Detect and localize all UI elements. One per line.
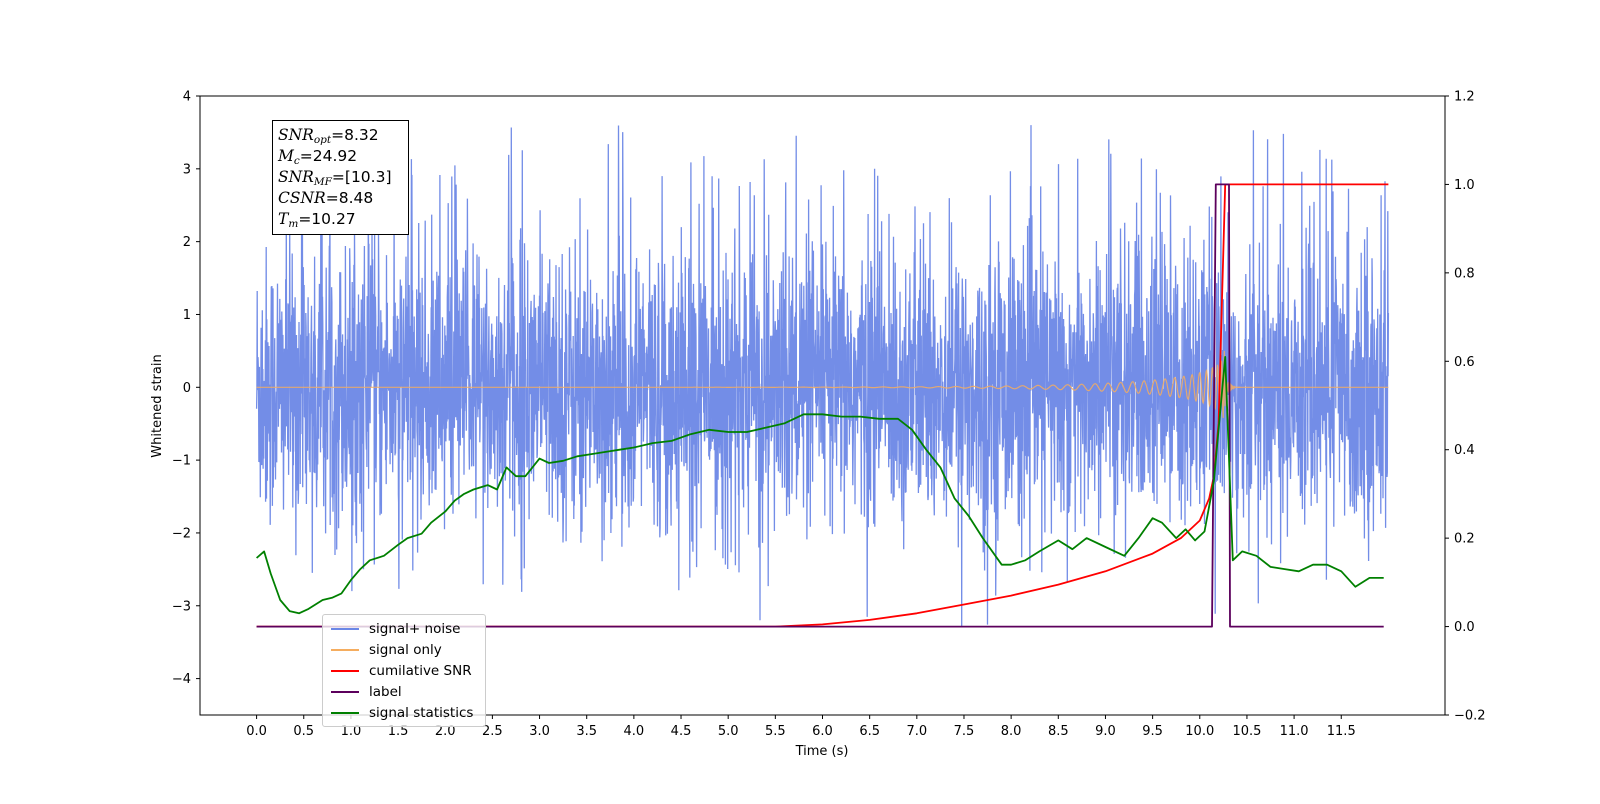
x-tick-label: 11.0 bbox=[1280, 724, 1309, 739]
legend-item-signal-noise: signal+ noise bbox=[327, 618, 481, 639]
x-tick-label: 3.5 bbox=[576, 724, 597, 739]
legend-swatch-label bbox=[331, 690, 359, 693]
x-tick-label: 10.5 bbox=[1232, 724, 1261, 739]
x-tick-label: 10.0 bbox=[1185, 724, 1214, 739]
y-axis-label: Whitened strain bbox=[150, 354, 165, 457]
x-tick-label: 7.0 bbox=[906, 724, 927, 739]
legend-swatch-signal-noise bbox=[331, 627, 359, 630]
x-tick-label: 9.0 bbox=[1095, 724, 1116, 739]
x-tick-label: 7.5 bbox=[954, 724, 975, 739]
legend-item-label: label bbox=[327, 681, 481, 702]
x-tick-label: 1.0 bbox=[341, 724, 362, 739]
legend-swatch-cumulative-snr bbox=[331, 669, 359, 672]
y2-tick-label: −0.2 bbox=[1454, 709, 1486, 724]
y-axis-right: −0.2 0.0 0.2 0.4 0.6 0.8 1.0 1.2 bbox=[1445, 90, 1486, 724]
series-signal-noise-line bbox=[255, 125, 1390, 627]
y-tick-label: 3 bbox=[183, 162, 191, 177]
legend-swatch-signal-only bbox=[331, 648, 359, 651]
series-signal-only-line bbox=[256, 350, 1389, 419]
series-label-line bbox=[256, 183, 1384, 628]
x-axis: 0.0 0.5 1.0 1.5 2.0 2.5 3.0 3.5 4.0 4.5 5.0 5.5 6.0 6… bbox=[246, 715, 1356, 739]
legend-label-label: label bbox=[369, 683, 402, 700]
x-tick-label: 5.5 bbox=[765, 724, 786, 739]
legend-label-signal-noise: signal+ noise bbox=[369, 620, 461, 637]
x-tick-label: 2.0 bbox=[435, 724, 456, 739]
x-tick-label: 9.5 bbox=[1142, 724, 1163, 739]
x-tick-label: 5.0 bbox=[718, 724, 739, 739]
y-tick-label: −2 bbox=[172, 526, 191, 541]
legend-label-signal-statistics: signal statistics bbox=[369, 704, 474, 721]
x-tick-label: 0.5 bbox=[293, 724, 314, 739]
y2-tick-label: 0.6 bbox=[1454, 355, 1475, 370]
legend-label-signal-only: signal only bbox=[369, 641, 442, 658]
x-tick-label: 6.0 bbox=[812, 724, 833, 739]
legend-item-signal-only: signal only bbox=[327, 639, 481, 660]
legend-item-cumulative-snr: cumilative SNR bbox=[327, 660, 481, 681]
series-layer bbox=[255, 125, 1390, 628]
y-tick-label: 1 bbox=[183, 308, 191, 323]
x-tick-label: 11.5 bbox=[1327, 724, 1356, 739]
legend-item-signal-statistics: signal statistics bbox=[327, 702, 481, 723]
x-tick-label: 4.0 bbox=[624, 724, 645, 739]
legend-label-cumulative-snr: cumilative SNR bbox=[369, 662, 472, 679]
annotation-csnr: CSNR=8.48 bbox=[278, 189, 374, 207]
legend-swatch-signal-statistics bbox=[331, 711, 359, 714]
y-tick-label: 0 bbox=[183, 381, 191, 396]
x-tick-label: 6.5 bbox=[859, 724, 880, 739]
x-tick-label: 2.5 bbox=[482, 724, 503, 739]
x-tick-label: 1.5 bbox=[388, 724, 409, 739]
y2-tick-label: 0.2 bbox=[1454, 532, 1475, 547]
x-tick-label: 8.5 bbox=[1048, 724, 1069, 739]
y2-tick-label: 0.8 bbox=[1454, 266, 1475, 281]
stats-annotation-box: SNRopt=8.32 Mc=24.92 SNRMF=[10.3] CSNR=8… bbox=[272, 120, 409, 235]
y-tick-label: −3 bbox=[172, 599, 191, 614]
y-tick-label: −1 bbox=[172, 454, 191, 469]
legend: signal+ noise signal only cumilative SNR… bbox=[322, 614, 486, 727]
y2-tick-label: 0.0 bbox=[1454, 620, 1475, 635]
x-tick-label: 8.0 bbox=[1001, 724, 1022, 739]
y-tick-label: 2 bbox=[183, 235, 191, 250]
annotation-tm: Tm=10.27 bbox=[278, 210, 356, 230]
series-cumulative-snr-line bbox=[256, 183, 1389, 628]
y2-tick-label: 1.0 bbox=[1454, 178, 1475, 193]
annotation-snr-opt: SNRopt=8.32 bbox=[278, 126, 379, 146]
series-signal-statistics-line bbox=[256, 356, 1384, 615]
x-tick-label: 3.0 bbox=[529, 724, 550, 739]
y2-tick-label: 0.4 bbox=[1454, 443, 1475, 458]
y2-tick-label: 1.2 bbox=[1454, 90, 1475, 105]
y-axis-left: −4 −3 −2 −1 0 1 2 3 4 bbox=[172, 90, 200, 687]
x-axis-label: Time (s) bbox=[795, 744, 849, 759]
x-tick-label: 4.5 bbox=[671, 724, 692, 739]
y-tick-label: −4 bbox=[172, 672, 191, 687]
y-tick-label: 4 bbox=[183, 90, 191, 105]
annotation-snr-mf: SNRMF=[10.3] bbox=[278, 168, 392, 188]
annotation-mc: Mc=24.92 bbox=[278, 147, 358, 167]
x-tick-label: 0.0 bbox=[246, 724, 267, 739]
